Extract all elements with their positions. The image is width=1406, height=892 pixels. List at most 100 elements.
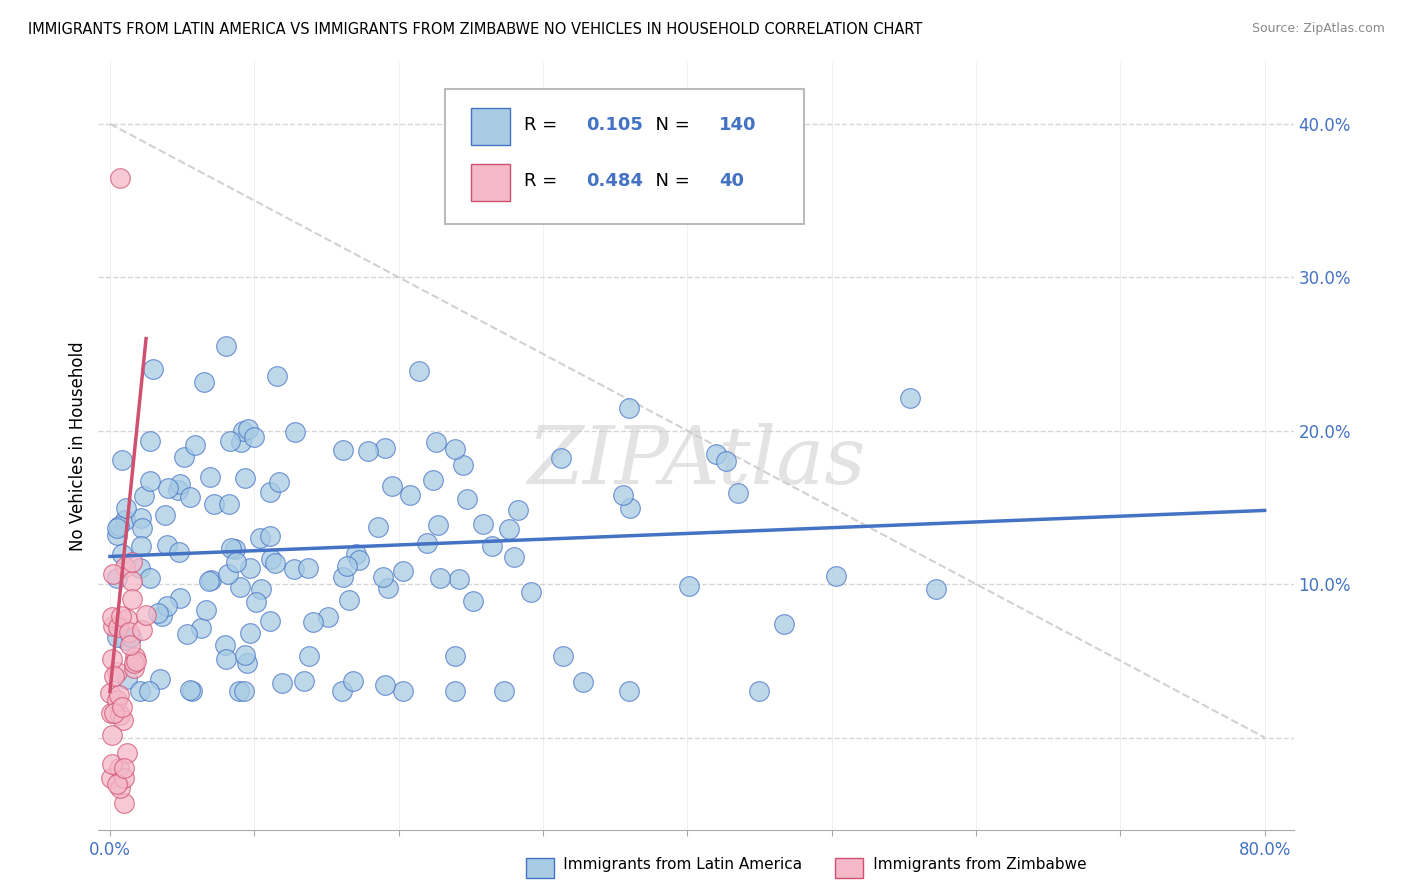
Point [105, 630, 128, 644]
Point [451, 458, 474, 472]
Point [215, 651, 238, 665]
Point [124, 649, 146, 664]
Point [173, 450, 195, 465]
Text: IMMIGRANTS FROM LATIN AMERICA VS IMMIGRANTS FROM ZIMBABWE NO VEHICLES IN HOUSEHO: IMMIGRANTS FROM LATIN AMERICA VS IMMIGRA… [28, 22, 922, 37]
Point [128, 561, 150, 575]
Point [139, 434, 162, 448]
Point [391, 684, 413, 698]
Point [284, 425, 307, 440]
Point [114, 560, 136, 574]
Point [374, 678, 396, 692]
Point [263, 556, 285, 570]
Point [121, 555, 143, 569]
Point [146, 607, 169, 621]
Point [184, 438, 207, 452]
Point [100, 728, 122, 742]
Point [129, 511, 152, 525]
Point [416, 535, 439, 549]
Point [101, 609, 124, 624]
Point [260, 552, 283, 566]
Point [266, 368, 288, 383]
Point [233, 648, 256, 662]
Point [149, 672, 172, 686]
Text: 0.0%: 0.0% [89, 840, 131, 859]
Point [704, 447, 727, 461]
Point [824, 568, 846, 582]
Point [156, 599, 179, 613]
Point [238, 422, 260, 436]
Point [108, 688, 131, 702]
Point [107, 761, 129, 775]
Point [357, 444, 380, 458]
Point [443, 442, 465, 457]
Point [367, 520, 389, 534]
Point [444, 649, 467, 664]
Point [142, 362, 165, 376]
Point [245, 595, 267, 609]
Point [108, 781, 131, 796]
Point [456, 491, 478, 506]
Point [117, 746, 139, 760]
Point [219, 434, 242, 448]
Point [202, 497, 225, 511]
Point [156, 538, 179, 552]
Point [129, 539, 152, 553]
Point [214, 638, 236, 652]
Point [336, 558, 359, 573]
Point [426, 518, 449, 533]
Point [461, 594, 484, 608]
Text: 40: 40 [720, 171, 744, 190]
Point [232, 424, 254, 438]
Point [481, 540, 503, 554]
Point [103, 706, 125, 720]
Point [135, 607, 157, 622]
Point [105, 521, 128, 535]
Point [108, 170, 131, 185]
Point [298, 649, 321, 664]
Point [344, 547, 367, 561]
Text: Immigrants from Zimbabwe: Immigrants from Zimbabwe [844, 857, 1087, 872]
Point [139, 475, 162, 489]
Point [98, 685, 121, 699]
Point [249, 531, 271, 545]
Point [200, 573, 222, 587]
Point [156, 481, 179, 495]
Point [342, 673, 364, 688]
Text: R =: R = [524, 116, 564, 135]
Point [619, 684, 641, 698]
Point [520, 585, 543, 599]
Point [114, 501, 136, 516]
Point [110, 699, 132, 714]
Point [120, 630, 142, 644]
Point [498, 522, 520, 536]
Point [373, 570, 395, 584]
Point [425, 435, 447, 450]
Point [110, 608, 132, 623]
Point [898, 391, 921, 405]
Point [111, 547, 134, 561]
Point [103, 618, 125, 632]
Point [105, 693, 128, 707]
Point [316, 610, 339, 624]
Point [169, 545, 191, 559]
Point [553, 648, 575, 663]
Point [330, 684, 353, 698]
Point [225, 555, 247, 569]
Text: 140: 140 [720, 116, 756, 135]
Point [121, 574, 143, 588]
Point [105, 776, 128, 790]
Point [550, 450, 572, 465]
Point [471, 516, 494, 531]
Point [129, 684, 152, 698]
Point [447, 572, 470, 586]
Point [179, 682, 201, 697]
Point [194, 603, 217, 617]
Point [232, 684, 254, 698]
Y-axis label: No Vehicles in Household: No Vehicles in Household [69, 341, 87, 551]
Point [120, 639, 142, 653]
Point [105, 571, 128, 585]
Point [134, 489, 156, 503]
Point [176, 627, 198, 641]
Point [228, 684, 250, 698]
Point [190, 621, 212, 635]
